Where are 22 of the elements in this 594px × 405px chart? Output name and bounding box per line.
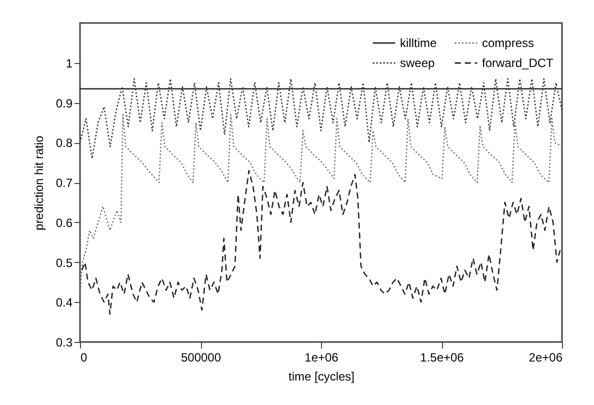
y-tick-label: 0.8	[56, 136, 73, 150]
y-axis-title: prediction hit ratio	[32, 135, 46, 230]
line-series	[81, 170, 561, 315]
line-series	[80, 78, 562, 160]
x-axis-title: time [cycles]	[288, 370, 355, 384]
y-tick-label: 0.6	[56, 216, 73, 230]
x-tick-label: 500000	[180, 350, 222, 364]
legend-label: killtime	[400, 36, 437, 50]
x-tick-label: 0	[80, 350, 88, 364]
x-tick-label: 1e+06	[304, 350, 339, 364]
x-tick-label: 2e+06	[528, 350, 563, 364]
y-tick-label: 0.5	[56, 256, 73, 270]
legend-label: sweep	[400, 56, 436, 70]
y-tick-label: 0.4	[56, 296, 73, 310]
y-tick-label: 1	[66, 56, 73, 70]
y-tick-label: 0.3	[56, 336, 73, 350]
line-series	[80, 114, 562, 295]
legend-label: compress	[482, 36, 534, 50]
legend-label: forward_DCT	[482, 56, 554, 70]
y-tick-label: 0.7	[56, 176, 73, 190]
x-tick-label: 1.5e+06	[420, 350, 464, 364]
y-tick-label: 0.9	[56, 96, 73, 110]
